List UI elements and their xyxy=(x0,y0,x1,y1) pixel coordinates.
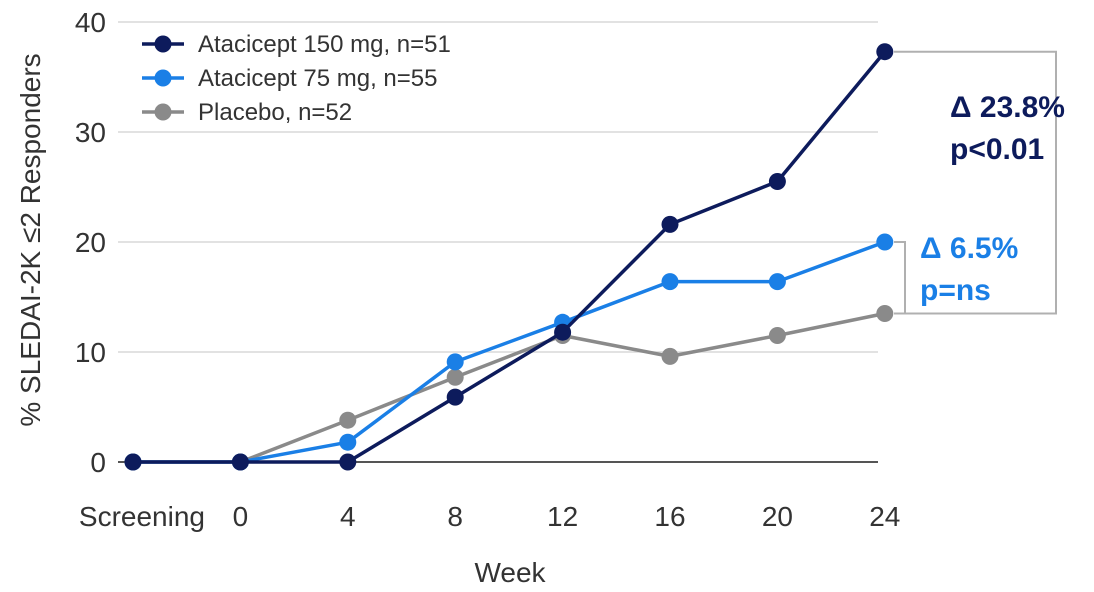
data-point xyxy=(768,273,786,291)
x-tick-label: 0 xyxy=(233,501,249,532)
y-axis-title: % SLEDAI-2K ≤2 Responders xyxy=(15,53,46,426)
x-axis-title: Week xyxy=(474,557,546,588)
data-point xyxy=(339,411,357,429)
data-point xyxy=(124,453,142,471)
series-lines xyxy=(124,43,894,471)
data-point xyxy=(661,347,679,365)
y-tick-label: 0 xyxy=(90,447,106,478)
bracket-150mg xyxy=(894,50,1057,315)
x-tick-label: 4 xyxy=(340,501,356,532)
legend-label: Placebo, n=52 xyxy=(198,99,352,126)
x-tick-label: Screening xyxy=(79,501,205,532)
gridlines xyxy=(118,21,878,463)
legend-marker xyxy=(154,103,172,121)
x-tick-labels: Screening 0 4 8 12 16 20 24 xyxy=(79,501,900,532)
data-point xyxy=(661,273,679,291)
delta-150mg: Δ 23.8% xyxy=(950,91,1065,124)
legend-marker xyxy=(154,35,172,53)
legend-label: Atacicept 150 mg, n=51 xyxy=(198,31,451,58)
data-point xyxy=(446,353,464,371)
series-line xyxy=(133,311,886,464)
legend: Atacicept 150 mg, n=51 Atacicept 75 mg, n… xyxy=(142,31,451,126)
data-point xyxy=(876,233,894,251)
legend-marker xyxy=(154,69,172,87)
data-point xyxy=(554,323,572,341)
y-tick-label: 30 xyxy=(75,117,106,148)
data-point xyxy=(661,215,679,233)
y-tick-label: 20 xyxy=(75,227,106,258)
x-tick-label: 20 xyxy=(762,501,793,532)
delta-75mg: Δ 6.5% xyxy=(920,232,1018,265)
y-tick-labels: 0 10 20 30 40 xyxy=(75,7,106,478)
y-tick-label: 10 xyxy=(75,337,106,368)
data-point xyxy=(446,368,464,386)
legend-label: Atacicept 75 mg, n=55 xyxy=(198,65,437,92)
x-tick-label: 16 xyxy=(654,501,685,532)
bracket-75mg xyxy=(894,241,906,315)
p-value-75mg: p=ns xyxy=(920,274,991,307)
series-line xyxy=(133,240,886,464)
data-point xyxy=(876,43,894,61)
annotations: Δ 23.8% p<0.01 Δ 6.5% p=ns xyxy=(920,91,1065,307)
data-point xyxy=(339,453,357,471)
p-value-150mg: p<0.01 xyxy=(950,133,1044,166)
data-point xyxy=(876,305,894,322)
series-line xyxy=(133,50,887,464)
x-tick-label: 12 xyxy=(547,501,578,532)
x-tick-label: 24 xyxy=(869,501,900,532)
x-tick-label: 8 xyxy=(447,501,463,532)
data-point xyxy=(768,173,786,190)
data-point xyxy=(446,388,464,406)
difference-brackets xyxy=(894,50,1057,315)
y-tick-label: 40 xyxy=(75,7,106,38)
data-point xyxy=(231,453,249,471)
data-point xyxy=(339,433,357,451)
data-point xyxy=(768,327,786,344)
